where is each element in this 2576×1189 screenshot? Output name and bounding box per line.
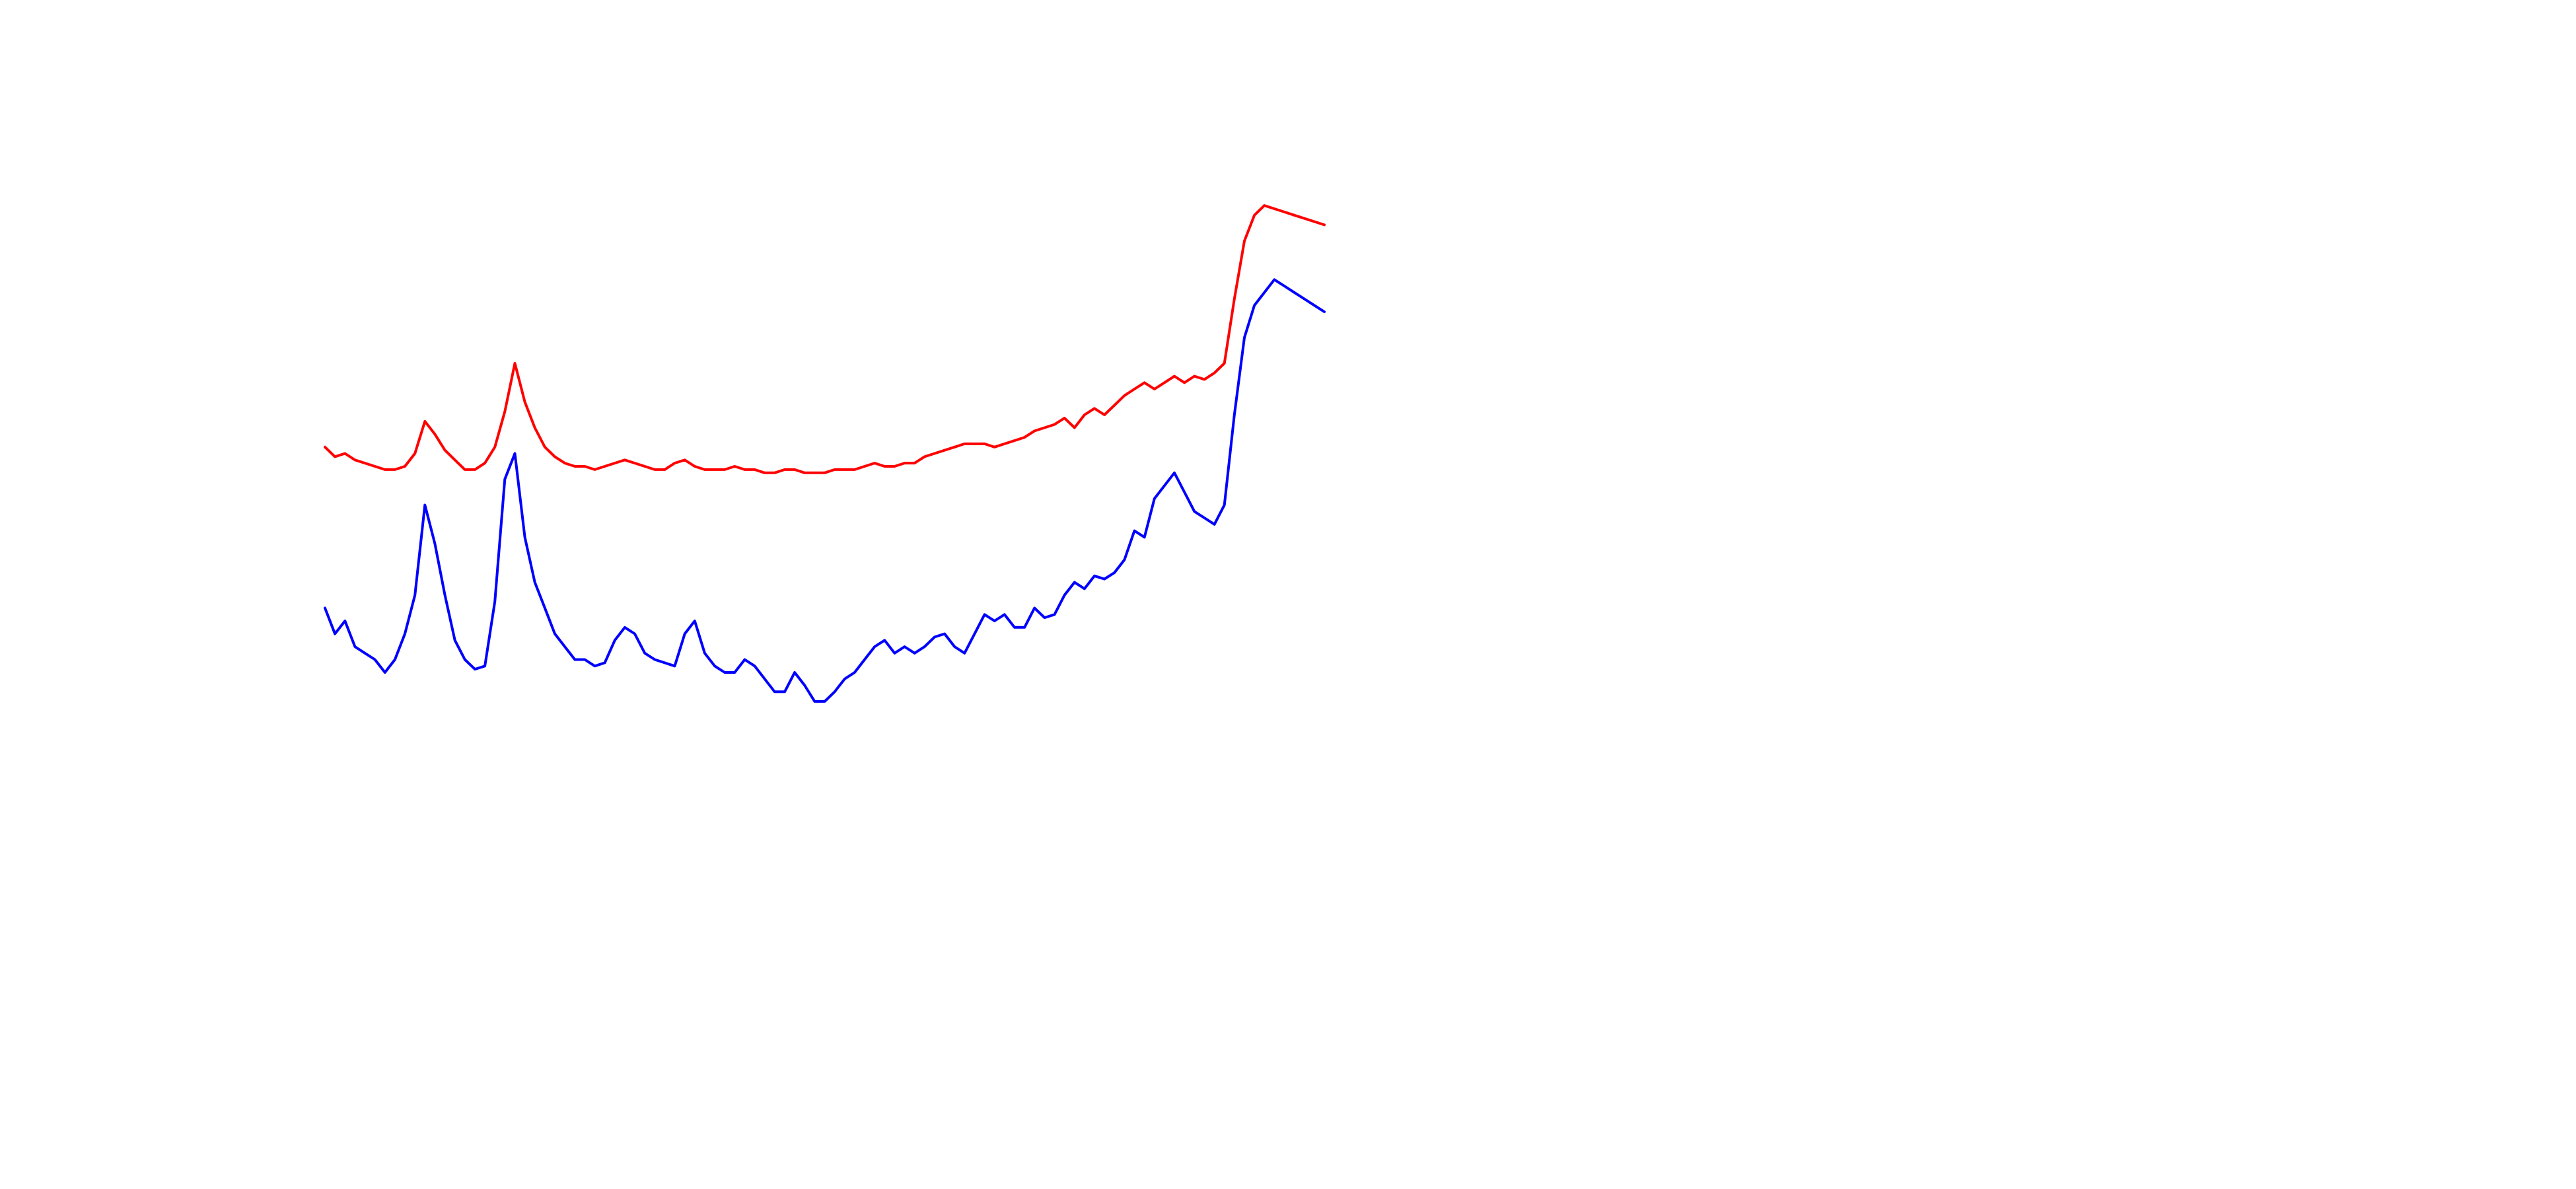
series-line-1 — [324, 278, 1326, 703]
series-layer — [324, 204, 1326, 703]
series-line-0 — [324, 204, 1326, 474]
